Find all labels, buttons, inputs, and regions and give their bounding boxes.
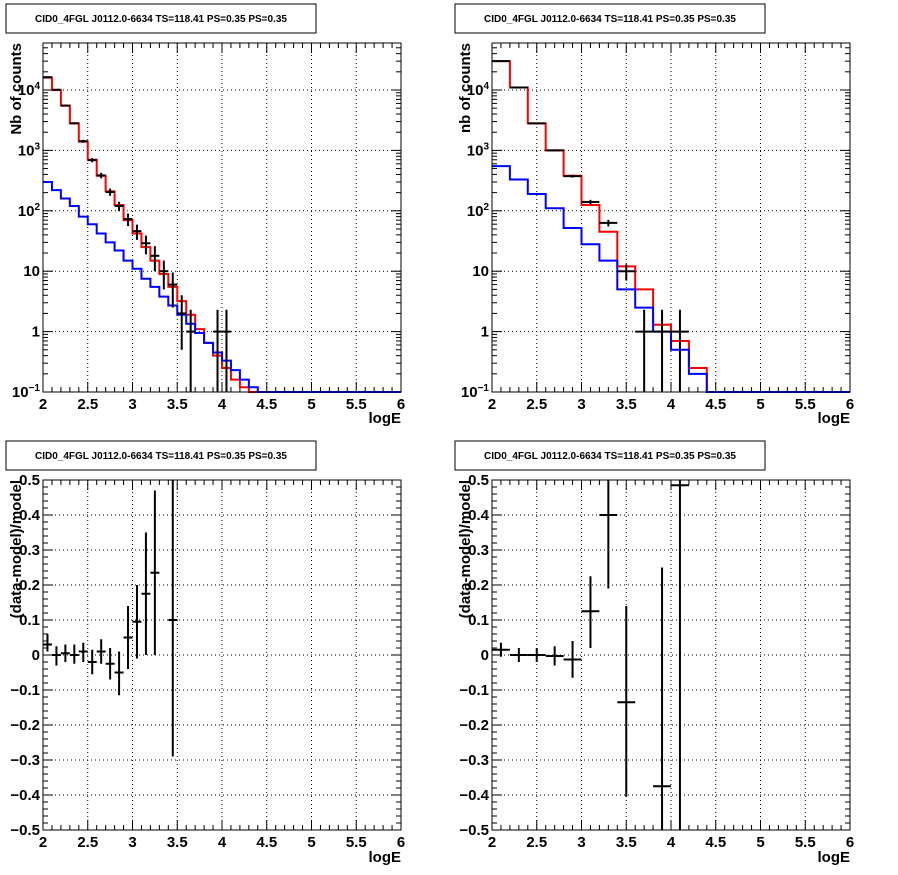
plot-frame [42,42,402,393]
series-model-total [43,76,401,393]
x-tick-label: 4.5 [256,396,277,413]
x-axis-label: logE [818,849,851,866]
x-tick-label: 5.5 [795,396,816,413]
x-tick-label: 5.5 [346,834,367,851]
y-tick-label: 0 [481,647,489,664]
x-axis-label: logE [818,410,851,427]
y-tick-label: 0.1 [468,612,489,629]
y-tick-label: 0.5 [19,472,40,489]
plot-title: CID0_4FGL J0112.0-6634 TS=118.41 PS=0.35… [484,451,736,462]
x-tick-label: 3.5 [616,834,637,851]
x-tick-label: 4 [667,834,676,851]
y-tick-label: −0.4 [10,787,40,804]
x-tick-label: 3 [577,396,585,413]
y-tick-label: 0.2 [19,577,40,594]
x-tick-label: 4 [218,396,227,413]
title-box [454,440,766,471]
x-axis-label: logE [369,849,402,866]
plot-frame [42,479,402,831]
x-tick-label: 6 [846,396,854,413]
y-tick-label: 102 [467,202,490,220]
x-tick-label: 2.5 [77,834,98,851]
y-tick-label: −0.3 [459,752,489,769]
y-tick-label: −0.4 [459,787,489,804]
x-tick-label: 6 [397,396,405,413]
y-tick-label: 0.2 [468,577,489,594]
y-tick-label: 103 [18,141,41,159]
bottom-right-residual-plot: CID0_4FGL J0112.0-6634 TS=118.41 PS=0.35… [454,440,854,866]
x-tick-label: 5.5 [346,396,367,413]
y-tick-label: 104 [467,81,490,99]
x-tick-label: 4 [667,396,676,413]
y-tick-label: −0.1 [459,682,489,699]
x-tick-label: 3 [577,834,585,851]
x-tick-label: 3.5 [167,834,188,851]
plot-title: CID0_4FGL J0112.0-6634 TS=118.41 PS=0.35… [35,451,287,462]
top-right-counts-plot: CID0_4FGL J0112.0-6634 TS=118.41 PS=0.35… [454,3,854,427]
y-tick-label: −0.2 [10,717,40,734]
x-tick-label: 6 [397,834,405,851]
x-axis-label: logE [369,410,402,427]
top-left-counts-plot: CID0_4FGL J0112.0-6634 TS=118.41 PS=0.35… [5,3,405,427]
y-tick-label: −0.5 [10,822,40,839]
x-tick-label: 2 [488,396,496,413]
y-tick-label: 102 [18,202,41,220]
plot-frame [491,42,851,393]
x-tick-label: 2 [39,834,47,851]
y-tick-label: 1 [481,324,489,341]
y-tick-label: 10−1 [12,383,41,401]
x-tick-label: 2.5 [526,396,547,413]
x-tick-label: 3 [128,834,136,851]
y-axis-label: (data-model)/model [8,480,25,618]
x-tick-label: 2.5 [526,834,547,851]
x-tick-label: 4 [218,834,227,851]
x-tick-label: 2 [39,396,47,413]
y-axis-label: nb of counts [457,43,474,133]
title-box [5,3,317,34]
plot-title: CID0_4FGL J0112.0-6634 TS=118.41 PS=0.35… [35,14,287,25]
y-tick-label: −0.3 [10,752,40,769]
x-tick-label: 2 [488,834,496,851]
x-tick-label: 6 [846,834,854,851]
y-tick-label: −0.2 [459,717,489,734]
x-tick-label: 5 [756,396,764,413]
y-axis-label: (data-model)/model [457,480,474,618]
y-tick-label: 10−1 [461,383,490,401]
series-model-bkg [43,180,401,393]
y-tick-label: 104 [18,81,41,99]
x-tick-label: 4.5 [705,834,726,851]
y-tick-label: −0.1 [10,682,40,699]
y-tick-label: 103 [467,141,490,159]
bottom-left-residual-plot: CID0_4FGL J0112.0-6634 TS=118.41 PS=0.35… [5,440,405,866]
x-tick-label: 3 [128,396,136,413]
y-tick-label: 0.4 [468,507,490,524]
title-box [5,440,317,471]
x-tick-label: 2.5 [77,396,98,413]
y-tick-label: 0.1 [19,612,40,629]
x-tick-label: 3.5 [616,396,637,413]
x-tick-label: 5.5 [795,834,816,851]
x-tick-label: 5 [307,396,315,413]
title-box [454,3,766,34]
y-tick-label: 0 [32,647,40,664]
x-tick-label: 5 [307,834,315,851]
y-tick-label: 0.3 [19,542,40,559]
plot-title: CID0_4FGL J0112.0-6634 TS=118.41 PS=0.35… [484,14,736,25]
y-tick-label: 0.4 [19,507,41,524]
y-tick-label: 10 [23,263,40,280]
y-tick-label: −0.5 [459,822,489,839]
y-tick-label: 0.3 [468,542,489,559]
x-tick-label: 5 [756,834,764,851]
x-tick-label: 4.5 [705,396,726,413]
y-tick-label: 0.5 [468,472,489,489]
y-axis-label: Nb of counts [8,43,25,135]
y-tick-label: 10 [472,263,489,280]
y-tick-label: 1 [32,324,40,341]
plot-frame [491,479,851,831]
x-tick-label: 3.5 [167,396,188,413]
x-tick-label: 4.5 [256,834,277,851]
